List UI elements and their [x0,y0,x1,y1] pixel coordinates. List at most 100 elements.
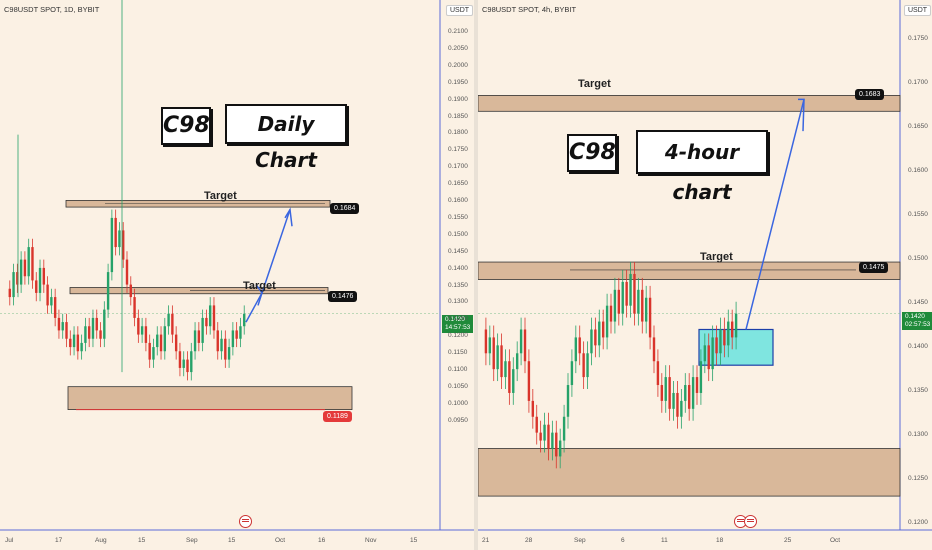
candle-body [144,326,148,343]
candle-body [16,272,19,285]
current-price-tag: 0.1420 14:57:53 [442,315,474,333]
candle-body [35,280,38,293]
candle-body [12,272,15,298]
price-tick: 0.1300 [908,431,928,438]
currency-label[interactable]: USDT [446,5,474,16]
candle-body [570,361,574,386]
price-tick: 0.0950 [448,416,468,424]
price-tick: 0.1550 [448,213,468,221]
candle-body [590,329,593,354]
price-tick: 0.1750 [908,35,928,42]
candle-body [118,230,121,248]
candle-body [23,259,27,277]
price-tick: 0.1500 [908,255,928,262]
price-tick: 0.1850 [448,112,468,120]
candle-body [178,351,182,368]
price-tag-target-2: 0.1476 [328,291,358,302]
candle-body [133,297,136,318]
candle-body [660,385,664,401]
candle-body [163,326,167,352]
countdown: 14:57:53 [445,324,471,331]
candle-body [231,330,235,348]
candle-body [95,317,98,331]
us-flag-icon[interactable] [239,515,252,528]
daily-chart-canvas[interactable] [0,0,474,550]
four-hour-chart-canvas[interactable] [478,0,932,550]
candle-body [562,416,566,441]
time-tick: 25 [784,537,792,544]
candle-body [668,377,671,409]
arrow-head [284,207,293,227]
price-tick: 0.2100 [448,28,468,35]
time-tick: 28 [525,537,533,544]
time-tick: Nov [365,537,377,544]
countdown: 02:57:53 [905,321,931,328]
time-tick: Aug [95,537,107,544]
price-tick: 0.1700 [908,79,928,86]
candle-body [19,259,23,285]
candle-body [205,317,208,327]
price-tick: 0.1400 [448,264,468,272]
candle-body [601,321,605,338]
candle-body [156,334,159,348]
four-hour-chart-panel[interactable]: C98USDT SPOT, 4h, BYBIT USDT C98 4-hour … [478,0,932,550]
candle-body [672,392,675,409]
price-tick: 0.1200 [448,332,468,340]
price-tick: 0.1050 [448,382,468,390]
candle-body [87,326,91,339]
candle-body [719,329,722,354]
candle-body [727,321,730,346]
chart-type-badge: Daily Chart [225,104,347,172]
candle-body [578,337,581,354]
candle-body [496,345,499,370]
candle-body [31,247,34,281]
candle-body [38,267,42,293]
candle-body [508,361,511,393]
candle-body [148,342,151,360]
candle-body [609,305,613,322]
candle-body [492,337,495,370]
candle-body [122,230,125,260]
price-tick: 0.1200 [908,519,928,526]
daily-chart-panel[interactable]: C98USDT SPOT, 1D, BYBIT USDT C98 Daily C… [0,0,474,550]
candle-body [201,317,204,343]
candle-body [574,337,578,362]
us-flag-icon[interactable] [744,515,757,528]
candle-body [676,392,679,417]
price-tick: 0.1000 [448,399,468,407]
price-tick: 0.1350 [908,387,928,394]
projection-arrow [245,209,291,323]
candle-body [106,272,110,310]
price-tick: 0.1300 [448,298,468,306]
price-tick: 0.1250 [448,315,468,323]
candle-body [586,353,589,378]
candle-body [193,330,197,352]
candle-body [171,313,174,335]
candle-body [707,345,710,370]
chart-type-badge: 4-hour chart [636,130,768,204]
price-tick: 0.1250 [908,475,928,482]
candle-body [46,284,49,306]
currency-label[interactable]: USDT [904,5,932,16]
price-tag-target-2: 0.1475 [859,262,889,273]
candle-body [711,337,714,370]
price-tick: 0.1900 [448,95,468,103]
candle-body [547,424,550,449]
time-tick: 11 [661,537,668,544]
candle-body [500,345,503,378]
candle-body [605,305,609,338]
current-price: 0.1420 [445,316,465,323]
candle-body [515,353,519,370]
candle-body [27,247,30,277]
candle-body [539,432,542,441]
time-tick: 15 [138,537,146,544]
candle-body [69,338,72,348]
candle-body [80,342,83,352]
time-tick: Sep [574,537,586,544]
target-label-lower: Target [243,280,276,292]
candle-body [691,377,695,409]
price-tick: 0.1750 [448,146,468,154]
candle-body [687,385,691,409]
candle-body [174,334,178,352]
candle-body [140,326,144,335]
